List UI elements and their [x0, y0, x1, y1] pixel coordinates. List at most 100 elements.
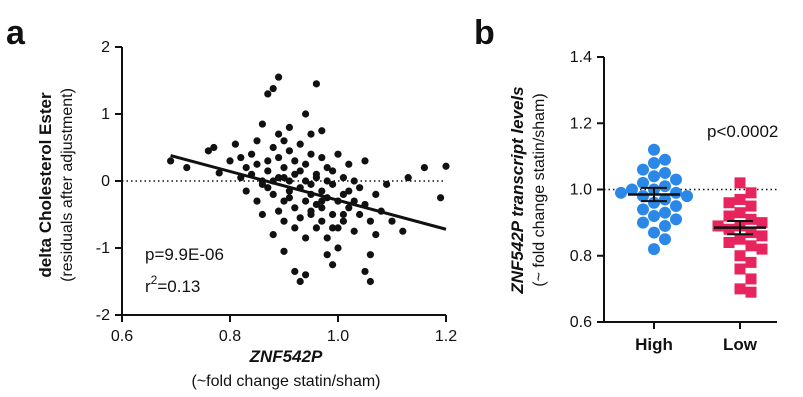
category-label-high: High: [635, 335, 673, 354]
data-point-low: [745, 200, 757, 212]
y-axis-title-b: ZNF542P transcript levels: [508, 86, 527, 294]
data-point-high: [659, 180, 671, 193]
data-point-a: [350, 177, 358, 185]
data-point-a: [242, 187, 250, 195]
y-axis-subtitle-a: (residuals after adjustment): [59, 88, 76, 282]
y-tick-label-a: -2: [96, 307, 110, 324]
data-point-a: [242, 164, 250, 172]
data-point-a: [345, 160, 353, 168]
y-tick-labels-a: 2 1 0 -1 -2: [96, 39, 110, 324]
data-point-a: [280, 197, 288, 205]
data-point-a: [302, 234, 310, 242]
data-point-a: [356, 210, 364, 219]
scatter-chart-a: 2 1 0 -1 -2 0.6 0.8 1.0 1.2 delta Cholesterol E…: [36, 39, 457, 390]
data-point-low: [745, 213, 757, 225]
data-point-a: [253, 197, 261, 205]
y-tick-label-b: 1.4: [570, 49, 592, 66]
data-point-low: [734, 207, 746, 219]
data-point-a: [280, 217, 288, 225]
data-point-a: [334, 150, 342, 158]
data-point-a: [312, 224, 320, 232]
data-point-a: [329, 210, 337, 219]
data-point-high: [681, 190, 693, 203]
data-point-a: [302, 110, 310, 118]
data-point-high: [659, 206, 671, 219]
data-point-a: [307, 150, 315, 158]
y-axis-title-a: delta Cholesterol Ester: [36, 92, 55, 278]
data-point-a: [323, 177, 331, 185]
data-point-a: [253, 160, 261, 168]
data-point-a: [258, 120, 266, 128]
data-point-a: [183, 164, 191, 172]
data-point-a: [318, 127, 326, 135]
panel-letter-b: b: [474, 14, 495, 52]
data-point-a: [275, 153, 283, 162]
data-point-a: [339, 210, 347, 219]
data-point-a: [312, 174, 320, 182]
data-point-high: [615, 186, 627, 199]
data-point-a: [275, 174, 283, 182]
data-point-a: [372, 190, 380, 198]
data-point-a: [291, 204, 299, 212]
data-point-a: [237, 153, 245, 162]
data-point-low: [734, 263, 746, 275]
p-value-annotation-a: p=9.9E-06: [145, 245, 224, 264]
data-point-low: [756, 230, 768, 242]
data-point-low: [745, 227, 757, 239]
data-point-low: [745, 256, 757, 268]
data-point-a: [296, 167, 304, 175]
data-point-a: [339, 174, 347, 182]
data-point-a: [231, 140, 239, 148]
data-point-a: [258, 180, 266, 188]
data-point-a: [285, 123, 293, 131]
data-point-a: [323, 164, 331, 172]
x-axis-subtitle-a: (~fold change statin/sham): [192, 373, 381, 390]
data-point-a: [361, 157, 369, 165]
data-point-a: [329, 261, 337, 269]
data-point-low: [756, 217, 768, 229]
y-tick-label-b: 1.2: [570, 115, 592, 132]
data-point-a: [285, 194, 293, 202]
data-point-a: [264, 167, 272, 175]
data-point-a: [366, 217, 374, 225]
data-point-a: [269, 231, 277, 239]
data-point-a: [318, 197, 326, 205]
data-point-high: [648, 196, 660, 209]
data-point-low: [745, 273, 757, 285]
x-tick-label-a: 1.2: [435, 328, 457, 345]
data-point-high: [659, 219, 671, 232]
data-point-a: [404, 174, 412, 182]
data-point-high: [670, 186, 682, 199]
mean-sem-bars: [628, 186, 766, 236]
y-tick-label-a: 2: [101, 39, 110, 56]
data-point-a: [437, 194, 445, 202]
data-point-high: [670, 213, 682, 226]
regression-fit-line: [170, 154, 447, 231]
y-axis-subtitle-b: (~ fold change statin/sham): [531, 93, 548, 286]
data-point-a: [318, 187, 326, 195]
data-point-low: [734, 233, 746, 245]
data-point-a: [275, 130, 283, 138]
data-point-a: [312, 80, 320, 88]
data-point-a: [291, 267, 299, 276]
x-axis-title-a: ZNF542P: [249, 347, 323, 366]
data-point-a: [258, 210, 266, 219]
data-point-a: [275, 207, 283, 215]
data-point-a: [275, 73, 283, 81]
data-point-low: [745, 286, 757, 298]
scatter-points-a: [167, 73, 450, 286]
data-point-a: [334, 244, 342, 252]
data-point-a: [420, 164, 428, 172]
data-point-a: [291, 170, 299, 178]
r-squared-annotation: r2=0.13: [145, 273, 200, 296]
data-point-a: [318, 217, 326, 225]
data-point-a: [269, 84, 277, 93]
x-tick-label-a: 1.0: [327, 328, 349, 345]
data-point-a: [350, 227, 358, 235]
data-point-low: [712, 220, 724, 232]
y-tick-label-b: 0.6: [570, 314, 592, 331]
data-point-high: [626, 183, 638, 196]
data-point-a: [307, 130, 315, 138]
data-point-high: [659, 153, 671, 166]
